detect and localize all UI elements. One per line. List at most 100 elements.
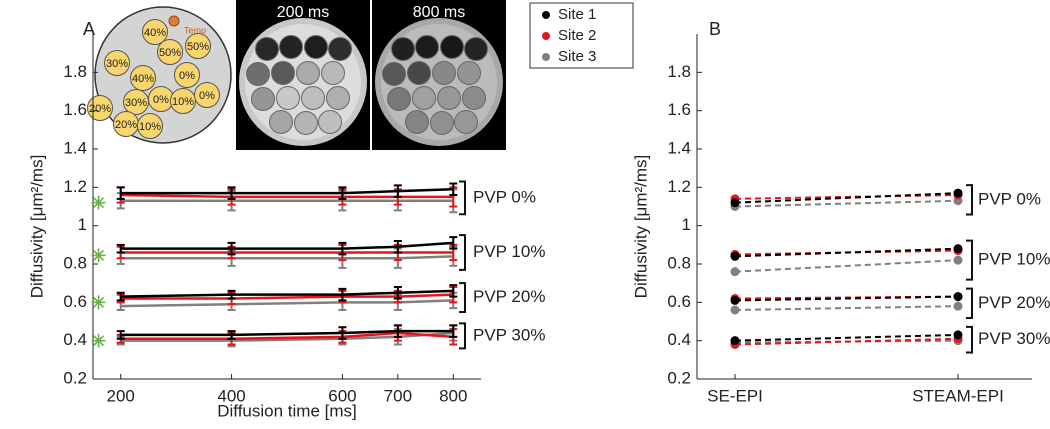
y-tick-label: 0.4 <box>63 330 87 349</box>
phantom-vial <box>104 50 130 76</box>
group-label: PVP 20% <box>473 287 545 306</box>
group-bracket <box>966 325 973 354</box>
vial-label: 40% <box>144 27 166 39</box>
mri-vial <box>246 62 270 86</box>
vial-label: 50% <box>159 47 181 59</box>
x-tick-label: 700 <box>384 386 412 405</box>
vial-label: 30% <box>125 97 147 109</box>
error-bar <box>338 241 347 256</box>
y-tick-label: 0.6 <box>63 292 87 311</box>
group-bracket <box>459 234 466 271</box>
y-axis-label: Diffusivity [μm²/ms] <box>631 155 650 299</box>
legend-marker <box>542 53 550 61</box>
phantom-vial <box>157 39 183 65</box>
data-point <box>730 305 740 315</box>
significance-marker <box>91 248 106 263</box>
x-tick-label: 600 <box>328 386 356 405</box>
error-bar <box>393 184 402 198</box>
mri-vial <box>271 61 295 85</box>
y-tick-label: 0.2 <box>667 368 691 387</box>
group-bracket <box>459 180 466 216</box>
image-title: 800 ms <box>413 4 465 21</box>
asterisk-stroke <box>93 335 105 347</box>
group-bracket <box>966 287 973 319</box>
mri-vial <box>405 110 429 134</box>
series-line <box>734 337 959 346</box>
group-bracket <box>966 239 973 281</box>
mri-vial <box>464 37 488 61</box>
legend-marker <box>542 32 550 40</box>
group-label: PVP 10% <box>978 250 1050 269</box>
series-line <box>120 255 454 260</box>
error-bar <box>116 291 125 302</box>
mri-vial <box>279 35 303 59</box>
error-bar <box>338 186 347 200</box>
mri-vial <box>294 111 318 135</box>
series-line <box>734 192 959 204</box>
error-bar <box>338 287 347 302</box>
y-tick-label: 1.8 <box>667 62 691 81</box>
group-label: PVP 10% <box>473 242 545 261</box>
x-tick-label: 800 <box>439 386 467 405</box>
group-bracket <box>459 282 466 313</box>
significance-marker <box>91 333 106 348</box>
series-line <box>734 295 959 302</box>
mri-vial <box>276 86 300 110</box>
series-line <box>734 199 959 208</box>
mri-vial <box>255 37 279 61</box>
data-point <box>730 336 740 346</box>
y-tick-label: 0.8 <box>667 253 691 272</box>
mri-vial <box>387 87 411 111</box>
mri-vial <box>412 86 436 110</box>
asterisk-stroke <box>93 249 105 261</box>
mri-vial <box>454 110 478 134</box>
panel-label: A <box>83 19 95 39</box>
error-bar <box>449 284 458 298</box>
mri-vial <box>407 61 431 85</box>
y-tick-label: 1.8 <box>63 62 87 81</box>
y-tick-label: 1.6 <box>667 100 691 119</box>
vial-label: 10% <box>172 96 194 108</box>
mri-vial <box>437 86 461 110</box>
group-label: PVP 0% <box>978 189 1041 208</box>
error-bar <box>338 326 347 340</box>
group-label: PVP 0% <box>473 187 536 206</box>
data-point <box>953 330 963 340</box>
mri-vial <box>301 86 325 110</box>
temp-label: Temp <box>184 25 206 35</box>
error-bar <box>393 286 402 300</box>
y-tick-label: 1 <box>682 215 691 234</box>
vial-label: 0% <box>153 94 169 106</box>
series-line <box>734 305 959 311</box>
series-line <box>120 188 454 195</box>
x-tick-label: SE-EPI <box>707 386 763 405</box>
x-tick-label: 200 <box>107 386 135 405</box>
vial-label: 40% <box>132 73 154 85</box>
y-axis-label: Diffusivity [μm²/ms] <box>27 155 46 299</box>
legend-label: Site 3 <box>558 48 596 65</box>
legend-label: Site 2 <box>558 27 596 44</box>
y-tick-label: 1.4 <box>63 138 87 157</box>
data-point <box>953 255 963 265</box>
vial-label: 10% <box>139 121 161 133</box>
phantom-vial <box>87 95 113 121</box>
mri-vial <box>382 62 406 86</box>
error-bar <box>227 289 236 300</box>
panel-label: B <box>709 19 721 39</box>
y-tick-label: 1.2 <box>667 177 691 196</box>
x-axis-label: Diffusion time [ms] <box>217 401 357 420</box>
mri-vial <box>328 37 352 61</box>
mri-vial <box>251 87 275 111</box>
vial-label: 20% <box>89 103 111 115</box>
asterisk-stroke <box>93 197 105 209</box>
group-bracket <box>966 184 973 216</box>
data-point <box>953 188 963 198</box>
y-tick-label: 0.6 <box>667 292 691 311</box>
error-bar <box>227 330 236 340</box>
error-bar <box>227 241 236 256</box>
y-tick-label: 1.6 <box>63 100 87 119</box>
error-bar <box>116 243 125 254</box>
y-tick-label: 1.2 <box>63 177 87 196</box>
error-bar <box>449 324 458 338</box>
